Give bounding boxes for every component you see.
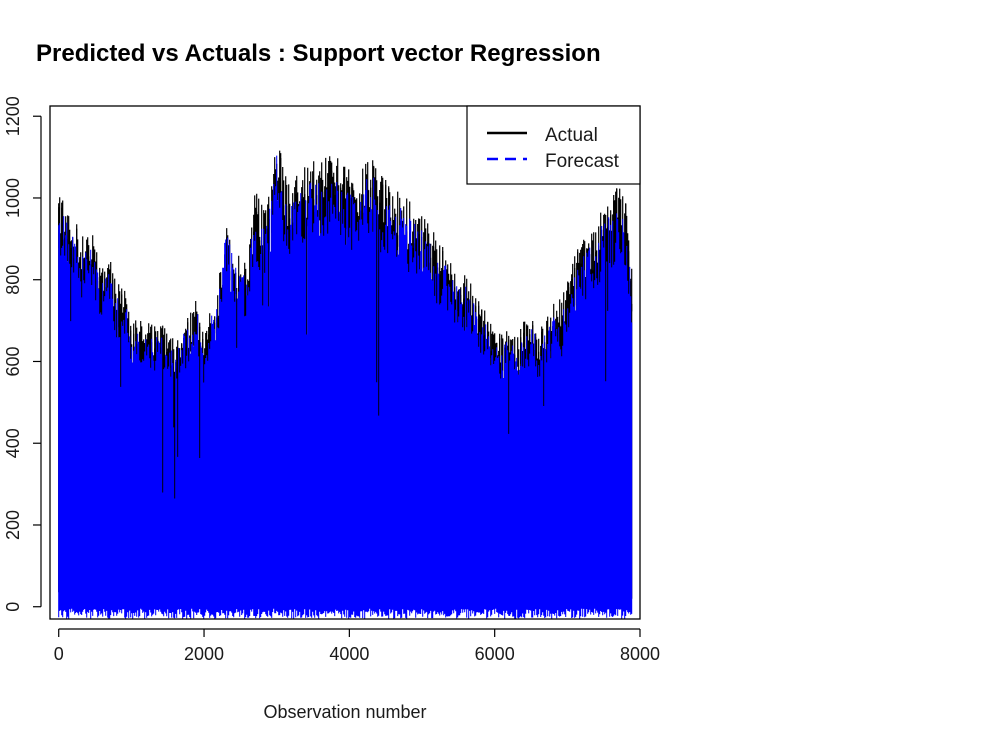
x-axis: 0 2000 4000 6000 8000 bbox=[54, 628, 660, 664]
forecast-line bbox=[58, 155, 633, 619]
legend: Actual Forecast bbox=[466, 105, 641, 185]
x-tick-label: 2000 bbox=[184, 644, 224, 664]
y-tick-label: 800 bbox=[3, 265, 23, 295]
x-tick-label: 0 bbox=[54, 644, 64, 664]
y-axis: 0 200 400 600 800 1000 1200 bbox=[3, 96, 42, 612]
y-tick-label: 1200 bbox=[3, 96, 23, 136]
plot-frame bbox=[49, 105, 641, 620]
chart-title: Predicted vs Actuals : Support vector Re… bbox=[36, 40, 601, 67]
y-tick-label: 200 bbox=[3, 510, 23, 540]
y-tick-label: 600 bbox=[3, 346, 23, 376]
y-tick-label: 400 bbox=[3, 428, 23, 458]
x-tick-label: 6000 bbox=[475, 644, 515, 664]
x-tick-label: 4000 bbox=[329, 644, 369, 664]
x-axis-title: Observation number bbox=[263, 702, 426, 722]
series-forecast bbox=[58, 155, 633, 619]
y-tick-label: 1000 bbox=[3, 178, 23, 218]
legend-box bbox=[466, 105, 641, 185]
x-tick-label: 8000 bbox=[620, 644, 660, 664]
data-layer bbox=[58, 150, 633, 619]
legend-label-forecast: Forecast bbox=[545, 151, 620, 172]
y-tick-label: 0 bbox=[3, 602, 23, 612]
legend-label-actual: Actual bbox=[545, 125, 598, 146]
